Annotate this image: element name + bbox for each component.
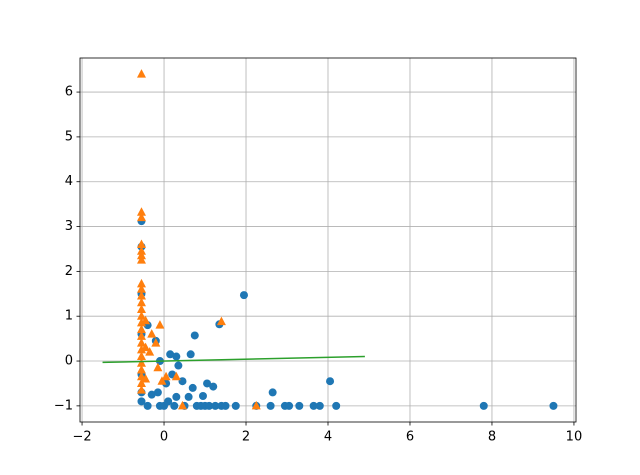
- circle-point: [186, 350, 195, 359]
- axes-layer: −2 0 2 4 6 8 10 −1 0 1 2 3 4 5 6: [54, 85, 582, 445]
- x-tick-label: 2: [242, 430, 250, 445]
- triangle-point: [136, 255, 146, 264]
- triangle-point: [136, 69, 146, 78]
- y-tick-label: 4: [65, 174, 73, 189]
- triangle-point: [136, 311, 146, 320]
- x-tick-label: 0: [160, 430, 168, 445]
- triangle-point: [136, 297, 146, 307]
- triangle-point: [141, 373, 151, 383]
- x-tick-label: 6: [406, 430, 414, 445]
- circle-point: [147, 390, 156, 399]
- circle-point: [479, 401, 488, 410]
- circle-point: [137, 397, 146, 406]
- circle-point: [172, 392, 181, 401]
- circle-point: [332, 401, 341, 410]
- x-tick-label: 4: [324, 430, 332, 445]
- triangle-point: [136, 317, 146, 327]
- triangle-point: [136, 246, 146, 255]
- triangle-point: [216, 316, 226, 326]
- y-tick-label: 1: [65, 309, 73, 324]
- circle-point: [211, 401, 220, 410]
- circle-point: [549, 401, 558, 410]
- x-tick-label: 10: [566, 430, 583, 445]
- triangle-point: [136, 378, 146, 387]
- triangle-point: [153, 362, 163, 372]
- circle-point: [221, 401, 230, 410]
- triangle-point: [136, 278, 146, 288]
- circle-point: [309, 401, 318, 410]
- y-tick-label: −1: [54, 398, 73, 413]
- triangle-point: [251, 400, 261, 410]
- circle-point: [239, 291, 248, 300]
- y-tick-label: 2: [65, 264, 73, 279]
- circle-point: [285, 401, 294, 410]
- marks-layer: [102, 69, 558, 410]
- triangle-point: [136, 207, 146, 216]
- circle-point: [266, 401, 275, 410]
- triangle-point: [136, 291, 146, 300]
- circle-point: [231, 401, 240, 410]
- triangle-point: [136, 351, 146, 361]
- circle-point: [166, 350, 175, 359]
- x-tick-label: −2: [72, 430, 91, 445]
- circle-point: [315, 401, 324, 410]
- circle-point: [203, 379, 212, 388]
- triangle-point: [136, 385, 146, 394]
- y-tick-label: 0: [65, 354, 73, 369]
- triangle-point: [136, 324, 146, 334]
- triangle-point: [136, 331, 146, 340]
- circle-point: [295, 401, 304, 410]
- y-tick-label: 6: [65, 85, 73, 100]
- circle-point: [170, 401, 179, 410]
- triangle-point: [177, 400, 187, 410]
- triangle-point: [141, 342, 151, 352]
- triangle-point: [171, 371, 181, 381]
- circle-point: [143, 401, 152, 410]
- line: [102, 355, 365, 364]
- triangle-point: [161, 371, 171, 381]
- triangle-point: [157, 376, 167, 385]
- circle-point: [209, 382, 218, 391]
- triangle-point: [136, 239, 146, 248]
- triangle-point: [136, 304, 146, 313]
- triangle-point: [136, 250, 146, 260]
- triangle-point: [145, 347, 155, 356]
- triangle-point: [147, 329, 157, 338]
- y-tick-label: 3: [65, 219, 73, 234]
- circle-point: [205, 401, 214, 410]
- triangle-point: [136, 365, 146, 374]
- circle-point: [188, 383, 197, 392]
- circle-point: [174, 361, 183, 370]
- triangle-point: [136, 358, 146, 367]
- y-tick-label: 5: [65, 129, 73, 144]
- circle-point: [153, 388, 162, 397]
- triangle-point: [155, 320, 165, 329]
- circle-point: [268, 388, 277, 397]
- circle-point: [178, 377, 187, 386]
- circle-point: [172, 352, 181, 361]
- triangle-point: [151, 338, 161, 347]
- x-tick-label: 8: [488, 430, 496, 445]
- triangle-point: [136, 284, 146, 293]
- circle-point: [164, 397, 173, 406]
- triangle-point: [141, 315, 151, 325]
- circle-point: [184, 392, 193, 401]
- circle-point: [198, 392, 207, 400]
- circle-point: [326, 377, 335, 386]
- triangle-point: [136, 344, 146, 354]
- circle-point: [190, 331, 199, 340]
- triangle-point: [136, 338, 146, 347]
- triangle-point: [136, 212, 146, 222]
